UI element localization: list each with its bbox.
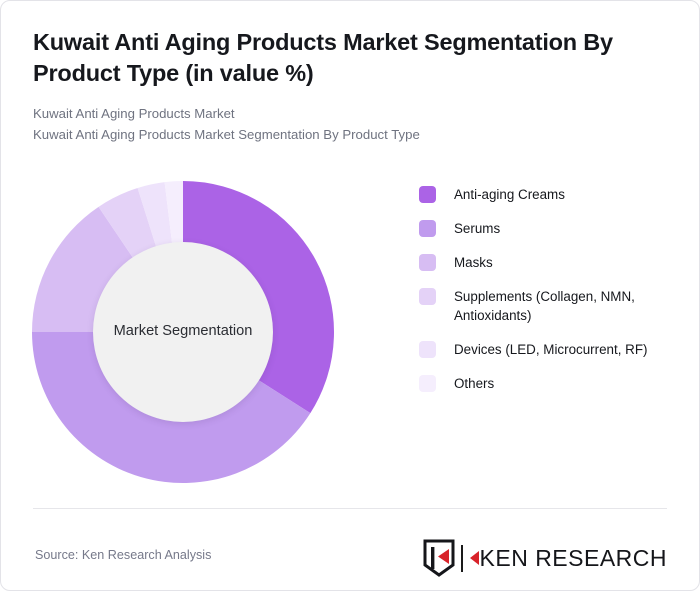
logo-wordmark: KEN RESEARCH: [469, 544, 667, 572]
ken-research-shield-k-icon: [423, 539, 455, 577]
donut-center-label: Market Segmentation: [113, 323, 253, 340]
chart-area: Market Segmentation Anti-aging Creams Ser…: [32, 181, 667, 501]
legend-item-label: Masks: [454, 255, 493, 271]
donut-chart: Market Segmentation: [32, 181, 340, 489]
legend-item[interactable]: Others: [419, 374, 699, 393]
footer-divider: [33, 508, 667, 509]
card-content: Kuwait Anti Aging Products Market Segmen…: [32, 27, 667, 590]
legend-swatch-icon: [419, 288, 436, 306]
legend-swatch-icon: [419, 254, 436, 272]
page-title: Kuwait Anti Aging Products Market Segmen…: [33, 29, 613, 86]
subtitle-line-1: Kuwait Anti Aging Products Market: [33, 106, 235, 122]
chart-legend: Anti-aging Creams Serums Masks Supplements …: [419, 185, 699, 408]
legend-item-label: Anti-aging Creams: [454, 187, 565, 202]
logo-divider-bar: [460, 544, 463, 572]
subtitle-line-2: Kuwait Anti Aging Products Market Segmen…: [33, 126, 420, 142]
legend-item[interactable]: Masks: [419, 253, 699, 272]
donut-center-hole: Market Segmentation: [93, 242, 273, 422]
legend-swatch-icon: [419, 220, 436, 238]
legend-swatch-icon: [419, 186, 436, 203]
legend-item[interactable]: Devices (LED, Microcurrent, RF): [419, 340, 699, 359]
legend-item-label: Devices (LED, Microcurrent, RF): [454, 342, 648, 358]
logo-triangle-icon: [469, 551, 479, 565]
legend-swatch-icon: [419, 341, 436, 359]
legend-item[interactable]: Serums: [419, 219, 699, 238]
legend-swatch-icon: [419, 375, 436, 393]
legend-item[interactable]: Anti-aging Creams: [419, 185, 699, 204]
legend-item[interactable]: Supplements (Collagen, NMN, Antioxidants…: [419, 287, 699, 325]
legend-item-label: Supplements (Collagen, NMN, Antioxidants…: [454, 289, 635, 324]
ken-research-logo: KEN RESEARCH: [422, 539, 667, 577]
source-note: Source: Ken Research Analysis: [35, 548, 212, 562]
legend-item-label: Others: [454, 376, 495, 392]
footer: Source: Ken Research Analysis KEN RESEAR…: [33, 531, 667, 581]
logo-wordmark-text: KEN RESEARCH: [479, 544, 667, 571]
legend-item-label: Serums: [454, 221, 501, 237]
